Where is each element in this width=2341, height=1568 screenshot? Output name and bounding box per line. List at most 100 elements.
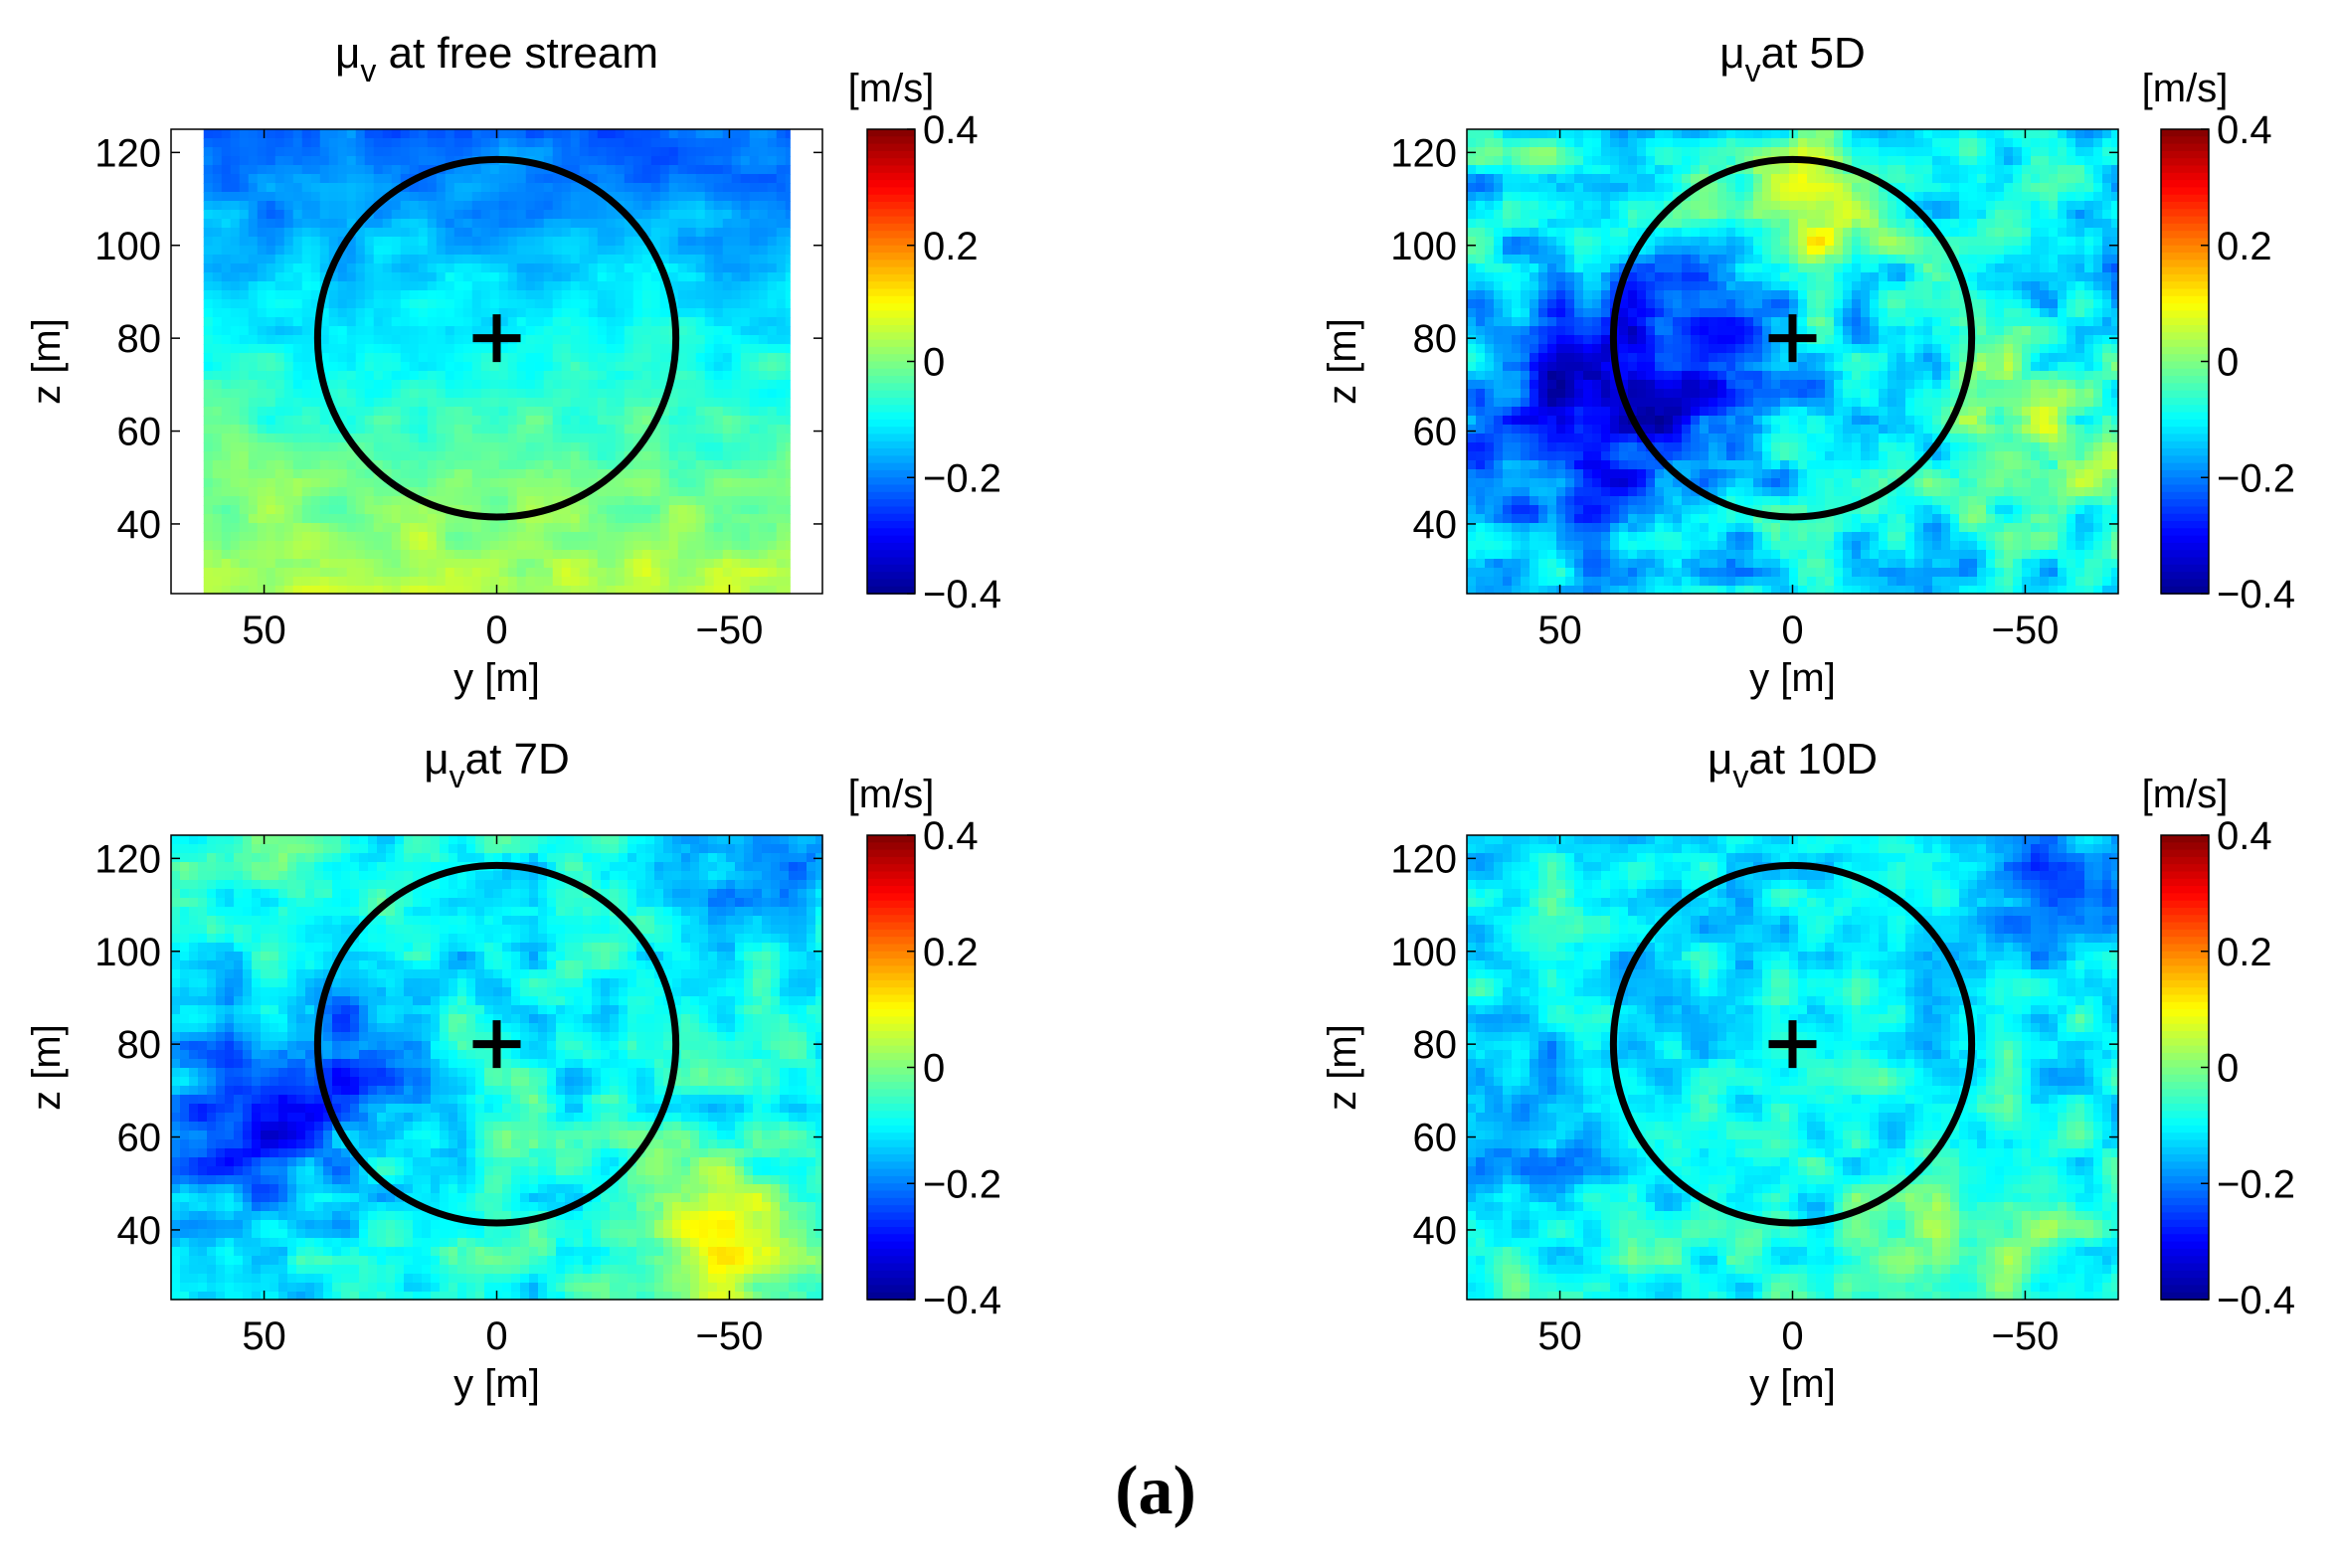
heatmap-cell (1798, 183, 1808, 193)
heatmap-cell (534, 210, 545, 220)
heatmap-cell (579, 568, 590, 578)
heatmap-cell (498, 425, 509, 435)
heatmap-cell (704, 487, 715, 497)
heatmap-cell (695, 416, 706, 426)
heatmap-cell (552, 586, 563, 595)
heatmap-cell (1574, 246, 1584, 256)
heatmap-cell (462, 255, 473, 264)
heatmap-cell (749, 532, 760, 542)
heatmap-cell (301, 335, 312, 345)
heatmap-cell (346, 550, 357, 560)
heatmap-cell (1726, 156, 1736, 166)
heatmap-cell (543, 559, 554, 569)
heatmap-cell (668, 246, 679, 256)
heatmap-cell (301, 156, 312, 166)
heatmap-cell (2111, 165, 2119, 175)
heatmap-cell (1932, 272, 1942, 282)
heatmap-cell (319, 568, 330, 578)
heatmap-cell (1977, 183, 1987, 193)
heatmap-cell (283, 478, 294, 488)
heatmap-cell (1879, 210, 1889, 220)
heatmap-cell (704, 138, 715, 148)
heatmap-cell (257, 183, 268, 193)
heatmap-cell (212, 308, 223, 318)
heatmap-cell (364, 201, 375, 211)
heatmap-cell (713, 174, 724, 184)
heatmap-cell (1879, 192, 1889, 202)
heatmap-cell (713, 326, 724, 336)
heatmap-cell (400, 201, 411, 211)
heatmap-cell (579, 416, 590, 426)
heatmap-cell (677, 237, 688, 247)
heatmap-cell (624, 308, 634, 318)
heatmap-cell (659, 290, 670, 300)
heatmap-cell (776, 344, 787, 354)
heatmap-cell (704, 577, 715, 587)
heatmap-cell (2049, 237, 2059, 247)
heatmap-cell (2084, 255, 2094, 264)
heatmap-cell (1959, 174, 1969, 184)
heatmap-cell (686, 281, 697, 291)
heatmap-cell (1476, 201, 1486, 211)
heatmap-cell (1888, 272, 1897, 282)
heatmap-cell (1861, 299, 1871, 309)
heatmap-cell (713, 255, 724, 264)
heatmap-cell (1986, 165, 1996, 175)
heatmap-cell (543, 586, 554, 595)
heatmap-cell (632, 183, 643, 193)
heatmap-cell (239, 541, 250, 551)
heatmap-cell (2067, 237, 2076, 247)
heatmap-cell (632, 380, 643, 390)
heatmap-cell (1861, 210, 1871, 220)
heatmap-cell (373, 353, 384, 363)
heatmap-cell (695, 353, 706, 363)
heatmap-cell (543, 201, 554, 211)
heatmap-cell (221, 505, 232, 515)
heatmap-cell (1637, 156, 1647, 166)
heatmap-cell (498, 505, 509, 515)
heatmap-cell (1637, 255, 1647, 264)
heatmap-cell (2031, 192, 2041, 202)
heatmap-cell (230, 290, 241, 300)
heatmap-cell (212, 532, 223, 542)
heatmap-cell (624, 469, 634, 479)
heatmap-cell (462, 263, 473, 273)
heatmap-cell (534, 442, 545, 452)
heatmap-cell (767, 371, 778, 381)
heatmap-cell (248, 532, 259, 542)
heatmap-cell (301, 380, 312, 390)
heatmap-cell (758, 237, 769, 247)
heatmap-cell (632, 165, 643, 175)
heatmap-cell (221, 442, 232, 452)
heatmap-cell (445, 237, 455, 247)
heatmap-cell (704, 228, 715, 238)
heatmap-cell (722, 192, 733, 202)
heatmap-cell (704, 550, 715, 560)
heatmap-cell (2004, 246, 2014, 256)
heatmap-cell (624, 281, 634, 291)
heatmap-cell (1834, 246, 1844, 256)
heatmap-cell (1843, 290, 1853, 300)
heatmap-cell (695, 425, 706, 435)
heatmap-cell (212, 290, 223, 300)
heatmap-cell (740, 505, 751, 515)
heatmap-cell (1691, 210, 1701, 220)
heatmap-cell (230, 317, 241, 327)
heatmap-cell (785, 138, 791, 148)
heatmap-cell (257, 559, 268, 569)
heatmap-cell (427, 255, 438, 264)
heatmap-cell (328, 568, 339, 578)
heatmap-cell (373, 487, 384, 497)
heatmap-cell (641, 344, 652, 354)
heatmap-cell (588, 219, 599, 229)
heatmap-cell (355, 228, 366, 238)
heatmap-cell (319, 487, 330, 497)
heatmap-cell (221, 165, 232, 175)
heatmap-cell (301, 451, 312, 461)
heatmap-cell (695, 407, 706, 417)
heatmap-cell (1717, 255, 1727, 264)
heatmap-cell (1905, 219, 1915, 229)
heatmap-cell (1592, 228, 1602, 238)
heatmap-cell (641, 514, 652, 524)
heatmap-cell (445, 380, 455, 390)
